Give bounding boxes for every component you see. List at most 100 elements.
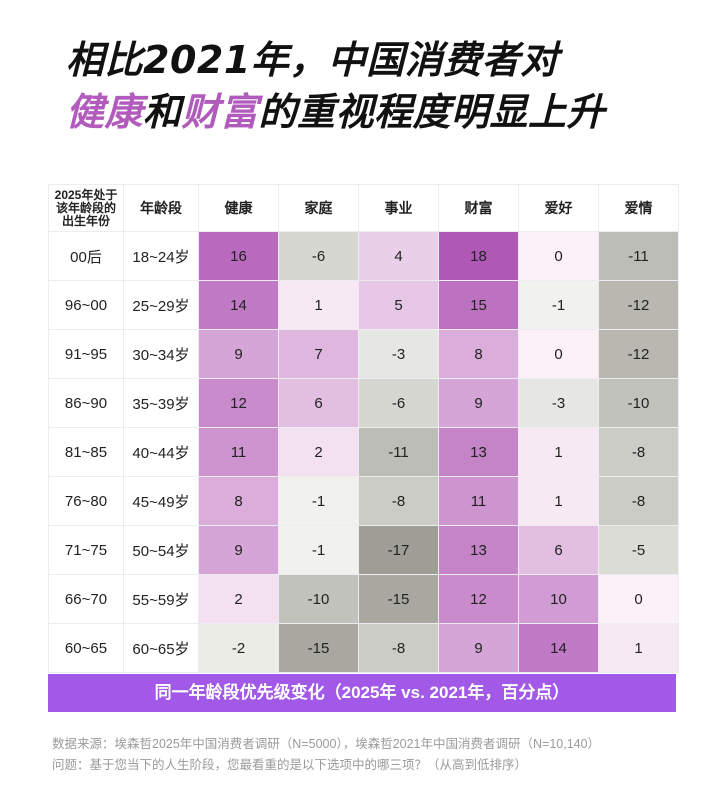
heatmap-cell: 9: [439, 624, 518, 672]
heatmap-cell: 1: [519, 477, 598, 525]
page-title: 相比2021年，中国消费者对 健康和财富的重视程度明显上升: [66, 34, 605, 138]
heatmap-body: 00后 18~24岁 16 -6 4 18 0 -11 96~00 25~29岁 14 1 5 15 -1-…: [49, 232, 678, 672]
column-header: 爱好: [519, 185, 598, 231]
table-row: 00后 18~24岁 16 -6 4 18 0 -11: [49, 232, 678, 280]
heatmap-cell: 18: [439, 232, 518, 280]
footnotes: 数据来源：埃森哲2025年中国消费者调研（N=5000），埃森哲2021年中国消…: [52, 734, 600, 776]
heatmap-cell: -8: [599, 477, 678, 525]
question-note: 问题：基于您当下的人生阶段，您最看重的是以下选项中的哪三项？（从高到低排序）: [52, 758, 528, 772]
heatmap-cell: 13: [439, 428, 518, 476]
title-line-2: 健康和财富的重视程度明显上升: [66, 86, 605, 138]
table-row: 81~85 40~44岁 11 2 -11 13 1 -8: [49, 428, 678, 476]
heatmap-cell: 10: [519, 575, 598, 623]
birth-year-cell: 86~90: [49, 379, 123, 427]
heatmap-cell: -8: [359, 477, 438, 525]
heatmap-cell: -6: [359, 379, 438, 427]
heatmap-cell: -5: [599, 526, 678, 574]
heatmap-cell: -10: [279, 575, 358, 623]
heatmap-cell: 9: [439, 379, 518, 427]
age-range-cell: 18~24岁: [124, 232, 198, 280]
heatmap-cell: 0: [519, 330, 598, 378]
heatmap-cell: 8: [199, 477, 278, 525]
heatmap-cell: 9: [199, 330, 278, 378]
heatmap-cell: -2: [199, 624, 278, 672]
heatmap-cell: -12: [599, 281, 678, 329]
heatmap-cell: 0: [599, 575, 678, 623]
age-range-cell: 50~54岁: [124, 526, 198, 574]
age-range-cell: 45~49岁: [124, 477, 198, 525]
corner-header: 2025年处于 该年龄段的 出生年份: [49, 185, 123, 231]
age-range-cell: 35~39岁: [124, 379, 198, 427]
chart-caption-bar: 同一年龄段优先级变化（2025年 vs. 2021年，百分点）: [48, 674, 676, 712]
birth-year-cell: 60~65: [49, 624, 123, 672]
table-row: 91~95 30~34岁 9 7 -3 8 0 -12: [49, 330, 678, 378]
heatmap-cell: 1: [279, 281, 358, 329]
birth-year-cell: 66~70: [49, 575, 123, 623]
heatmap-cell: -6: [279, 232, 358, 280]
corner-line-3: 出生年份: [61, 213, 110, 228]
heatmap-cell: 2: [199, 575, 278, 623]
heatmap-cell: -8: [599, 428, 678, 476]
title-connector: 和: [143, 90, 182, 134]
column-header: 事业: [359, 185, 438, 231]
heatmap-cell: 6: [519, 526, 598, 574]
age-range-cell: 30~34岁: [124, 330, 198, 378]
heatmap-cell: 8: [439, 330, 518, 378]
heatmap-header-row: 2025年处于 该年龄段的 出生年份 年龄段 健康 家庭 事业 财富 爱好 爱情: [49, 185, 678, 231]
heatmap-cell: 15: [439, 281, 518, 329]
heatmap-table-container: 2025年处于 该年龄段的 出生年份 年龄段 健康 家庭 事业 财富 爱好 爱情 00后 1…: [48, 184, 679, 673]
heatmap-cell: 12: [439, 575, 518, 623]
heatmap-cell: -10: [599, 379, 678, 427]
heatmap-cell: -3: [519, 379, 598, 427]
heatmap-cell: -8: [359, 624, 438, 672]
table-row: 71~75 50~54岁 9 -1 -17 13 6 -5: [49, 526, 678, 574]
heatmap-cell: 9: [199, 526, 278, 574]
table-row: 66~70 55~59岁 2 -10 -15 12 10 0: [49, 575, 678, 623]
source-note: 数据来源：埃森哲2025年中国消费者调研（N=5000），埃森哲2021年中国消…: [52, 737, 601, 751]
heatmap-cell: 14: [519, 624, 598, 672]
title-tail: 的重视程度明显上升: [258, 90, 606, 134]
birth-year-cell: 00后: [49, 232, 123, 280]
birth-year-cell: 76~80: [49, 477, 123, 525]
birth-year-cell: 71~75: [49, 526, 123, 574]
title-line-1: 相比2021年，中国消费者对: [66, 38, 559, 82]
age-range-cell: 25~29岁: [124, 281, 198, 329]
birth-year-cell: 96~00: [49, 281, 123, 329]
table-row: 60~65 60~65岁 -2 -15 -8 9 14 1: [49, 624, 678, 672]
heatmap-cell: 16: [199, 232, 278, 280]
heatmap-cell: -11: [359, 428, 438, 476]
heatmap-cell: -12: [599, 330, 678, 378]
heatmap-cell: 13: [439, 526, 518, 574]
heatmap-cell: -1: [279, 526, 358, 574]
heatmap-cell: 4: [359, 232, 438, 280]
corner-line-2: 该年龄段的: [55, 200, 116, 215]
heatmap-cell: 1: [599, 624, 678, 672]
column-header: 健康: [199, 185, 278, 231]
heatmap-cell: -11: [599, 232, 678, 280]
birth-year-cell: 91~95: [49, 330, 123, 378]
heatmap-cell: 12: [199, 379, 278, 427]
heatmap-cell: -15: [279, 624, 358, 672]
heatmap-cell: -1: [279, 477, 358, 525]
age-column-header: 年龄段: [124, 185, 198, 231]
title-highlight-health: 健康: [66, 90, 144, 134]
heatmap-cell: 11: [199, 428, 278, 476]
column-header: 财富: [439, 185, 518, 231]
heatmap-table: 2025年处于 该年龄段的 出生年份 年龄段 健康 家庭 事业 财富 爱好 爱情 00后 1…: [48, 184, 679, 673]
heatmap-cell: 7: [279, 330, 358, 378]
heatmap-cell: -15: [359, 575, 438, 623]
column-header: 爱情: [599, 185, 678, 231]
heatmap-cell: -3: [359, 330, 438, 378]
heatmap-cell: 5: [359, 281, 438, 329]
heatmap-cell: 0: [519, 232, 598, 280]
title-highlight-wealth: 财富: [181, 90, 259, 134]
column-header: 家庭: [279, 185, 358, 231]
heatmap-cell: 11: [439, 477, 518, 525]
table-row: 86~90 35~39岁 12 6 -6 9 -3 -10: [49, 379, 678, 427]
heatmap-cell: -17: [359, 526, 438, 574]
table-row: 76~80 45~49岁 8 -1 -8 11 1 -8: [49, 477, 678, 525]
age-range-cell: 55~59岁: [124, 575, 198, 623]
corner-line-1: 2025年处于: [54, 187, 118, 202]
age-range-cell: 60~65岁: [124, 624, 198, 672]
heatmap-cell: 1: [519, 428, 598, 476]
